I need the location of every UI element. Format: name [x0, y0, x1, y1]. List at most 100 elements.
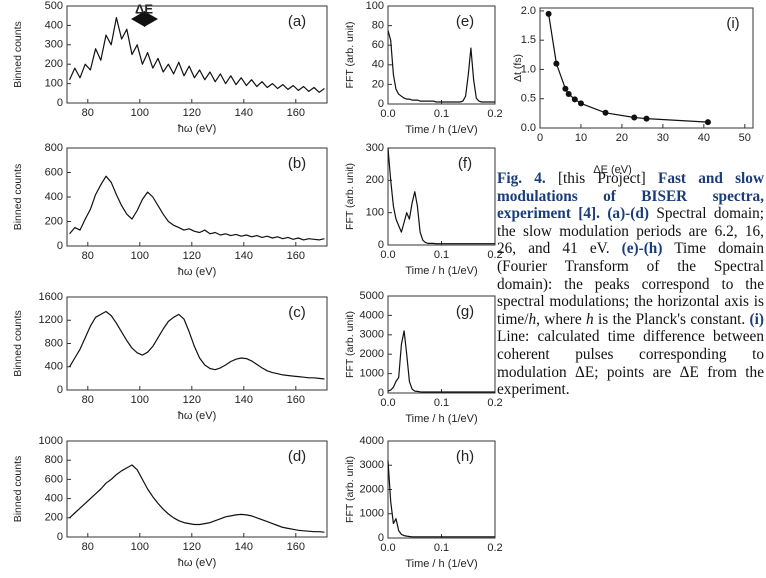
x-tick-label: 0.2: [487, 397, 502, 409]
x-axis-label: Time / h (1/eV): [405, 124, 477, 136]
plot-frame: [66, 440, 328, 538]
x-axis-label: ħω (eV): [178, 410, 217, 422]
x-tick-label: 160: [287, 394, 305, 406]
y-tick-label: 0: [378, 532, 384, 544]
data-line: [548, 13, 708, 123]
panel-label: (g): [456, 303, 474, 320]
y-axis-label: FFT (arb. unit): [344, 456, 356, 523]
x-tick-label: 160: [287, 541, 305, 553]
x-tick-label: 120: [183, 107, 201, 119]
x-tick-label: 0.2: [487, 108, 502, 120]
caption-run: (e)-(h): [621, 240, 663, 258]
x-tick-label: 120: [183, 394, 201, 406]
y-tick-label: 2000: [360, 348, 384, 360]
x-axis-label: ħω (eV): [178, 123, 217, 135]
y-tick-label: 100: [366, 207, 384, 219]
y-tick-label: 0: [378, 98, 384, 110]
y-tick-label: 0: [57, 97, 63, 109]
y-tick-label: 400: [45, 493, 63, 505]
x-tick-label: 140: [235, 394, 253, 406]
x-tick-label: 120: [183, 541, 201, 553]
panel-label: (d): [288, 448, 306, 465]
panel-label: (a): [288, 13, 306, 30]
y-tick-label: 3000: [360, 329, 384, 341]
x-tick-label: 0.1: [434, 397, 449, 409]
data-point: [553, 60, 560, 67]
y-tick-label: 0: [57, 531, 63, 543]
y-tick-label: 20: [372, 78, 384, 90]
y-tick-label: 1000: [39, 435, 63, 447]
y-tick-label: 4000: [360, 309, 384, 321]
y-tick-label: 200: [45, 215, 63, 227]
y-tick-label: 0.0: [521, 122, 536, 134]
x-tick-label: 140: [235, 107, 253, 119]
y-axis-label: Binned counts: [12, 21, 24, 88]
y-tick-label: 1.0: [521, 63, 536, 75]
x-axis-label: Time / h (1/eV): [405, 558, 477, 570]
y-tick-label: 200: [45, 512, 63, 524]
y-axis-label: FFT (arb. unit): [344, 22, 356, 89]
x-tick-label: 30: [657, 132, 669, 144]
y-axis-label: Δt (fs): [512, 54, 524, 82]
y-tick-label: 1600: [39, 291, 63, 303]
y-axis-label: FFT (arb. unit): [344, 311, 356, 378]
caption-run: h: [586, 310, 594, 328]
x-tick-label: 10: [575, 132, 587, 144]
y-tick-label: 800: [45, 142, 63, 154]
x-axis-label: ħω (eV): [178, 557, 217, 569]
data-point: [643, 115, 650, 122]
y-axis-label: Binned counts: [12, 456, 24, 523]
panel-label: (i): [726, 15, 739, 32]
data-point: [631, 114, 638, 121]
y-tick-label: 40: [372, 59, 384, 71]
plot-frame: [387, 295, 496, 394]
x-tick-label: 0: [537, 132, 543, 144]
data-point: [704, 119, 711, 126]
x-tick-label: 0.2: [487, 542, 502, 554]
y-tick-label: 100: [45, 78, 63, 90]
y-tick-label: 300: [45, 39, 63, 51]
plot-frame: [387, 5, 496, 105]
panel-label: (h): [456, 448, 474, 465]
caption-run: h: [528, 310, 537, 328]
y-tick-label: 800: [45, 454, 63, 466]
x-tick-label: 80: [82, 394, 94, 406]
y-tick-label: 400: [45, 191, 63, 203]
x-tick-label: 0.0: [380, 542, 395, 554]
y-tick-label: 400: [45, 19, 63, 31]
x-tick-label: 100: [131, 541, 149, 553]
x-tick-label: 80: [82, 107, 94, 119]
y-axis-label: Binned counts: [12, 164, 24, 231]
data-line: [69, 310, 325, 380]
y-tick-label: 100: [366, 0, 384, 12]
data-point: [577, 100, 584, 107]
x-axis-label: ħω (eV): [178, 266, 217, 278]
panel-label: (b): [288, 155, 306, 172]
x-tick-label: 120: [183, 250, 201, 262]
y-tick-label: 1000: [360, 508, 384, 520]
y-tick-label: 500: [45, 0, 63, 12]
x-tick-label: 160: [287, 107, 305, 119]
caption-run: Spectral domain; the slow modulation per…: [497, 205, 764, 258]
caption-run: (i): [749, 310, 764, 328]
y-tick-label: 300: [366, 142, 384, 154]
y-tick-label: 200: [366, 174, 384, 186]
x-tick-label: 0.0: [380, 397, 395, 409]
data-line: [387, 30, 495, 103]
x-tick-label: 0.2: [487, 249, 502, 261]
caption-run: Time domain (Fourier Transform of the Sp…: [497, 240, 764, 328]
x-tick-label: 0.0: [380, 108, 395, 120]
data-line: [69, 464, 325, 533]
y-tick-label: 2000: [360, 483, 384, 495]
caption-run: Fast and slow modulations of BISER spect…: [497, 170, 764, 223]
y-tick-label: 3000: [360, 459, 384, 471]
caption-run: , where: [536, 310, 587, 328]
x-tick-label: 40: [698, 132, 710, 144]
y-tick-label: 600: [45, 166, 63, 178]
plot-frame: [387, 440, 496, 539]
y-tick-label: 80: [372, 20, 384, 32]
y-tick-label: 400: [45, 361, 63, 373]
x-tick-label: 140: [235, 541, 253, 553]
y-tick-label: 0: [378, 387, 384, 399]
